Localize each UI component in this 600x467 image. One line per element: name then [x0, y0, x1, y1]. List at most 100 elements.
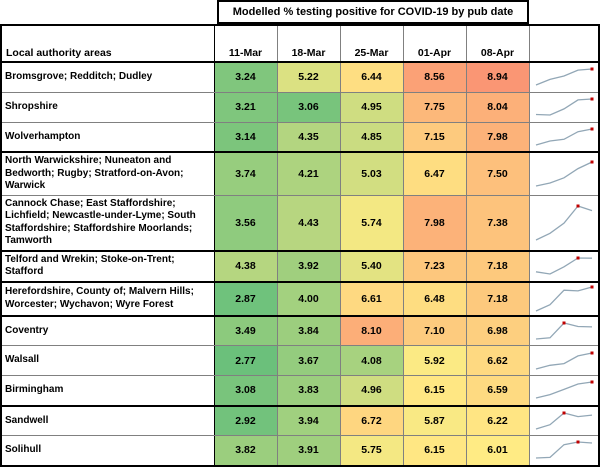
value-cell: 6.15: [402, 375, 467, 407]
area-cell: Coventry: [1, 315, 215, 346]
value-cell: 5.40: [339, 250, 404, 283]
table-row: Herefordshire, County of; Malvern Hills;…: [1, 281, 599, 317]
sparkline-cell: [528, 281, 599, 317]
sparkline: [535, 204, 592, 241]
sparkline-line: [535, 98, 592, 116]
value-cell: 6.62: [465, 345, 530, 376]
covid-positivity-table: Local authority areas 11-Mar 18-Mar 25-M…: [0, 24, 600, 467]
value-cell: 4.38: [213, 250, 278, 283]
value-cell: 6.48: [402, 281, 467, 317]
table-row: Sandwell 2.92 3.94 6.72 5.87 6.22: [1, 405, 599, 436]
value-cell: 7.75: [402, 91, 467, 123]
table-row: Cannock Chase; East Staffordshire; Lichf…: [1, 194, 599, 252]
high-point-marker: [590, 285, 594, 288]
high-point-marker: [576, 440, 580, 444]
value-cell: 6.47: [402, 151, 467, 196]
sparkline-cell: [528, 375, 599, 407]
value-cell: 5.03: [339, 151, 404, 196]
value-cell: 3.84: [276, 315, 341, 346]
value-cell: 8.56: [402, 61, 467, 93]
sparkline: [535, 127, 594, 146]
value-cell: 7.23: [402, 250, 467, 283]
high-point-marker: [590, 97, 594, 101]
value-cell: 3.49: [213, 315, 278, 346]
value-cell: 3.06: [276, 91, 341, 123]
high-point-marker: [590, 127, 594, 131]
value-cell: 7.10: [402, 315, 467, 346]
value-cell: 5.87: [402, 405, 467, 436]
area-cell: Birmingham: [1, 375, 215, 407]
table-row: Telford and Wrekin; Stoke-on-Trent; Staf…: [1, 250, 599, 283]
value-cell: 3.83: [276, 375, 341, 407]
sparkline-cell: [528, 315, 599, 346]
value-cell: 4.35: [276, 121, 341, 153]
sparkline: [535, 440, 592, 459]
value-cell: 6.98: [465, 315, 530, 346]
value-cell: 5.22: [276, 61, 341, 93]
sparkline-line: [535, 161, 593, 187]
high-point-marker: [590, 160, 594, 164]
value-cell: 4.00: [276, 281, 341, 317]
area-cell: Cannock Chase; East Staffordshire; Lichf…: [1, 194, 215, 252]
value-cell: 2.77: [213, 345, 278, 376]
value-cell: 7.38: [465, 194, 530, 252]
value-cell: 4.95: [339, 91, 404, 123]
value-cell: 3.82: [213, 435, 278, 466]
sparkline-line: [535, 441, 592, 459]
area-cell: Bromsgrove; Redditch; Dudley: [1, 61, 215, 93]
sparkline: [535, 256, 592, 275]
value-cell: 7.15: [402, 121, 467, 153]
value-cell: 6.15: [402, 435, 467, 466]
value-cell: 6.72: [339, 405, 404, 436]
value-cell: 4.85: [339, 121, 404, 153]
table-row: Solihull 3.82 3.91 5.75 6.15 6.01: [1, 435, 599, 466]
value-cell: 3.91: [276, 435, 341, 466]
sparkline-cell: [528, 91, 599, 123]
value-cell: 3.14: [213, 121, 278, 153]
sparkline: [535, 160, 594, 187]
table-row: North Warwickshire; Nuneaton and Bedwort…: [1, 151, 599, 196]
sparkline-cell: [528, 405, 599, 436]
value-cell: 8.10: [339, 315, 404, 346]
high-point-marker: [590, 67, 594, 71]
sparkline: [535, 67, 594, 86]
value-cell: 7.98: [465, 121, 530, 153]
column-header-date-4: 01-Apr: [402, 24, 467, 63]
sparkline-line: [535, 412, 592, 430]
sparkline-line: [535, 128, 592, 146]
high-point-marker: [562, 321, 566, 325]
sparkline: [535, 351, 594, 370]
value-cell: 5.75: [339, 435, 404, 466]
column-header-date-3: 25-Mar: [339, 24, 404, 63]
high-point-marker: [590, 351, 594, 354]
value-cell: 4.21: [276, 151, 341, 196]
sparkline-line: [535, 381, 592, 399]
column-header-date-1: 11-Mar: [213, 24, 278, 63]
sparkline: [535, 380, 594, 399]
value-cell: 7.98: [402, 194, 467, 252]
value-cell: 3.08: [213, 375, 278, 407]
sparkline-cell: [528, 345, 599, 376]
value-cell: 6.61: [339, 281, 404, 317]
sparkline-line: [535, 322, 592, 340]
column-header-date-5: 08-Apr: [465, 24, 530, 63]
value-cell: 2.92: [213, 405, 278, 436]
value-cell: 6.44: [339, 61, 404, 93]
value-cell: 3.94: [276, 405, 341, 436]
value-cell: 3.21: [213, 91, 278, 123]
table-row: Wolverhampton 3.14 4.35 4.85 7.15 7.98: [1, 121, 599, 153]
sparkline-line: [535, 68, 592, 86]
table-title: Modelled % testing positive for COVID-19…: [217, 0, 529, 24]
area-cell: Herefordshire, County of; Malvern Hills;…: [1, 281, 215, 317]
sparkline: [535, 321, 592, 340]
area-cell: Solihull: [1, 435, 215, 466]
value-cell: 7.18: [465, 281, 530, 317]
sparkline-line: [535, 351, 592, 370]
sparkline-cell: [528, 435, 599, 466]
value-cell: 4.96: [339, 375, 404, 407]
header-row: Local authority areas 11-Mar 18-Mar 25-M…: [1, 24, 599, 63]
value-cell: 3.24: [213, 61, 278, 93]
area-cell: Walsall: [1, 345, 215, 376]
high-point-marker: [562, 411, 566, 415]
sparkline: [535, 285, 594, 312]
